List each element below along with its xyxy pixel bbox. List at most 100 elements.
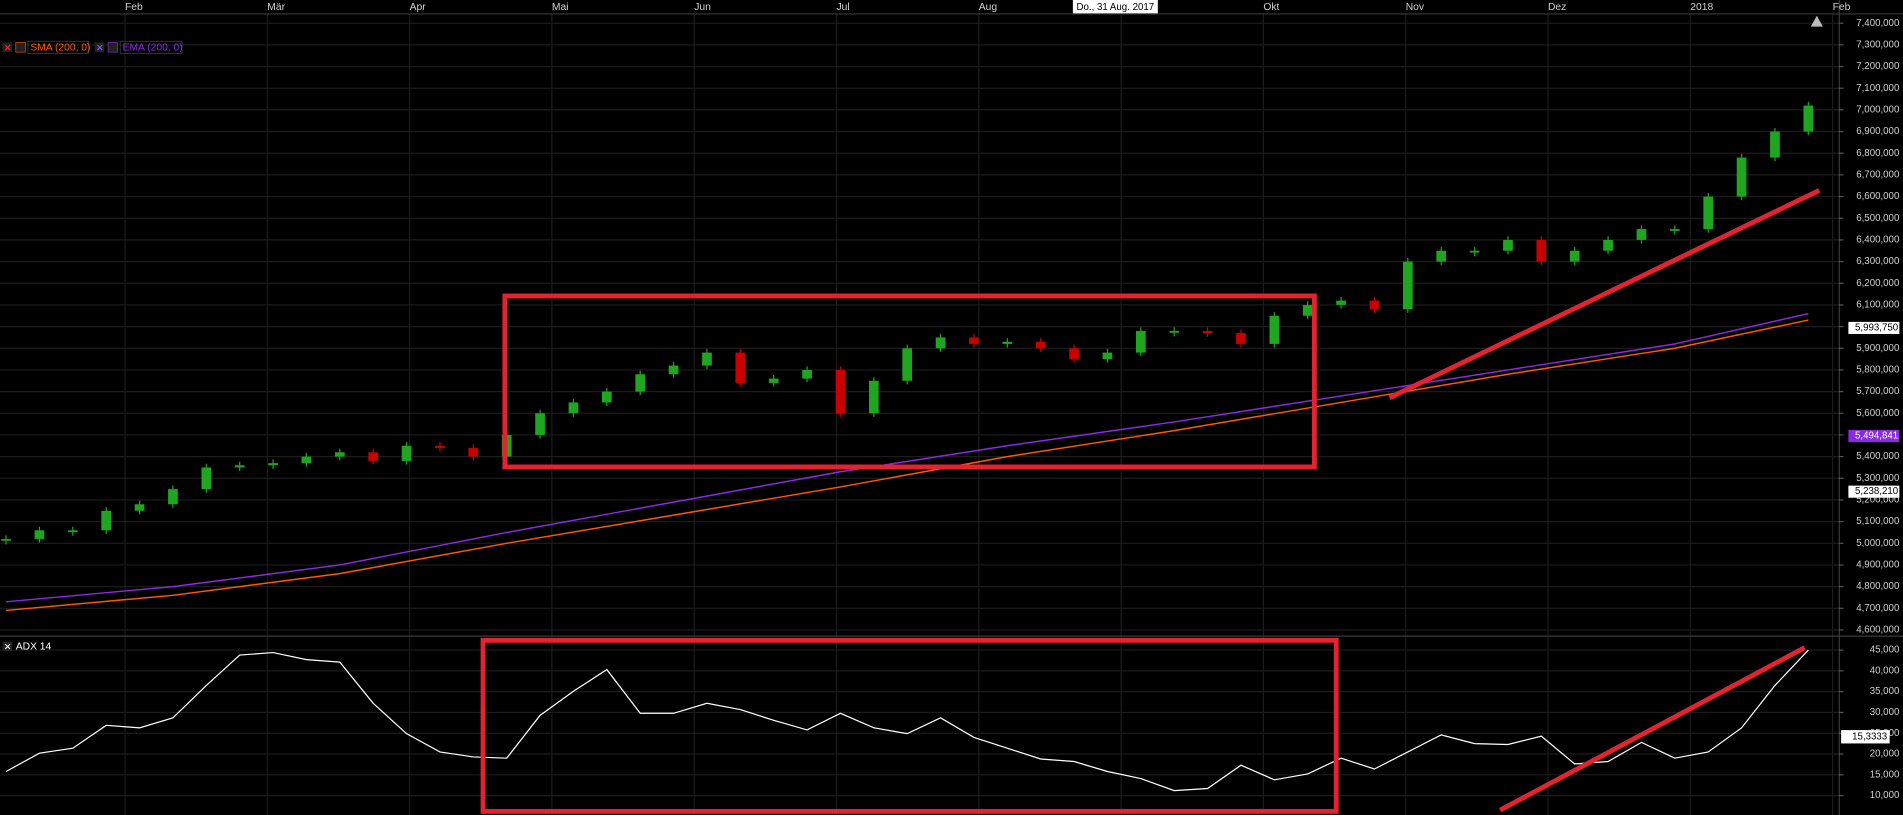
x-tick-label: Jun — [694, 2, 711, 13]
candle — [1669, 229, 1680, 231]
candle — [1269, 315, 1280, 344]
candle — [334, 452, 345, 457]
price-marker-label: 5,993,750 — [1855, 323, 1899, 334]
close-icon[interactable] — [94, 42, 105, 53]
candle — [1102, 352, 1113, 360]
x-tick-label: Feb — [125, 2, 143, 13]
y-tick-label: 7,000,000 — [1856, 104, 1900, 115]
close-icon-glyph: ✕ — [4, 43, 12, 54]
y-tick-label: 4,800,000 — [1856, 581, 1900, 592]
x-tick-label: Okt — [1263, 2, 1279, 13]
candle — [1336, 300, 1346, 305]
candle — [435, 445, 445, 448]
candle — [168, 489, 178, 505]
indicator-line — [6, 319, 1809, 612]
candle — [802, 369, 812, 379]
adx-title: ADX 14 — [16, 642, 52, 653]
x-tick-label: Feb — [1833, 2, 1851, 13]
candle — [1169, 330, 1180, 333]
candle — [1636, 229, 1647, 240]
price-marker — [1848, 485, 1900, 498]
close-icon[interactable] — [2, 42, 13, 53]
candle — [1002, 341, 1013, 344]
price-marker-label: 5,238,210 — [1855, 486, 1899, 497]
candle — [635, 374, 646, 392]
y-tick-label: 45,000 — [1870, 645, 1900, 656]
x-tick-label: Nov — [1406, 2, 1425, 13]
y-tick-label: 30,000 — [1870, 707, 1900, 718]
y-tick-label: 10,000 — [1870, 790, 1900, 801]
value-marker — [1841, 730, 1890, 744]
candle — [268, 463, 278, 466]
y-tick-label: 6,600,000 — [1856, 191, 1900, 202]
y-tick-label: 6,700,000 — [1856, 169, 1900, 180]
candle — [702, 352, 712, 366]
x-tick-label: Dez — [1548, 2, 1566, 13]
trend-line — [1498, 645, 1806, 813]
candle — [835, 369, 846, 414]
candle — [935, 337, 946, 349]
y-tick-label: 4,700,000 — [1856, 603, 1900, 614]
candle — [1503, 239, 1513, 251]
candle — [969, 337, 979, 344]
scroll-icon[interactable] — [1810, 15, 1823, 27]
y-tick-label: 40,000 — [1870, 665, 1900, 676]
close-icon[interactable] — [2, 641, 13, 652]
y-tick-label: 7,300,000 — [1856, 39, 1900, 50]
candle — [1069, 348, 1079, 360]
candle — [768, 378, 779, 383]
candle — [1703, 196, 1714, 230]
candle — [1035, 341, 1046, 349]
candle — [301, 456, 312, 464]
candle — [101, 510, 112, 531]
candle — [1135, 330, 1146, 353]
legend-box — [119, 40, 183, 54]
grid — [0, 14, 1839, 815]
candle — [535, 413, 545, 435]
close-icon-glyph: ✕ — [4, 642, 12, 653]
candle — [1302, 304, 1313, 316]
y-tick-label: 7,400,000 — [1856, 18, 1900, 29]
candle — [468, 447, 479, 457]
hide-icon[interactable] — [107, 42, 119, 53]
y-tick-label: 5,000,000 — [1856, 538, 1900, 549]
y-tick-label: 6,200,000 — [1856, 278, 1900, 289]
price-marker-label: 5,494,841 — [1855, 431, 1898, 442]
candle — [134, 504, 145, 511]
y-tick-label: 6,500,000 — [1856, 213, 1900, 224]
candle — [1536, 239, 1547, 262]
legend-label: EMA (200, 0) — [123, 43, 183, 54]
y-tick-label: 4,600,000 — [1856, 625, 1900, 636]
candle — [668, 365, 679, 375]
candle — [868, 380, 879, 414]
y-tick-label: 6,800,000 — [1856, 148, 1900, 159]
y-tick-label: 5,700,000 — [1856, 386, 1900, 397]
candle — [1469, 250, 1480, 253]
y-tick-label: 5,800,000 — [1856, 364, 1900, 375]
y-tick-label: 6,300,000 — [1856, 256, 1900, 267]
legend-box — [27, 40, 89, 54]
candle — [1436, 250, 1447, 262]
candle — [1803, 105, 1814, 132]
candle — [1202, 330, 1213, 334]
crosshair-label-bg — [1072, 0, 1158, 14]
hide-icon[interactable] — [15, 42, 26, 53]
y-tick-label: 20,000 — [1870, 749, 1900, 760]
marks — [1, 101, 1814, 792]
candle — [401, 445, 412, 461]
y-tick-label: 5,400,000 — [1856, 451, 1900, 462]
trend-line — [1388, 188, 1821, 400]
y-tick-label: 5,600,000 — [1856, 408, 1900, 419]
candle — [1736, 157, 1747, 197]
x-tick-label: Jul — [837, 2, 850, 13]
y-tick-label: 6,900,000 — [1856, 126, 1900, 137]
y-tick-label: 4,900,000 — [1856, 560, 1900, 571]
y-tick-label: 5,900,000 — [1856, 343, 1900, 354]
x-tick-label: Apr — [410, 2, 427, 13]
crosshair-label: Do., 31 Aug. 2017 — [1077, 2, 1155, 13]
value-marker-label: 15,3333 — [1852, 731, 1887, 742]
candle — [902, 348, 913, 381]
y-tick-label: 6,400,000 — [1856, 234, 1900, 245]
